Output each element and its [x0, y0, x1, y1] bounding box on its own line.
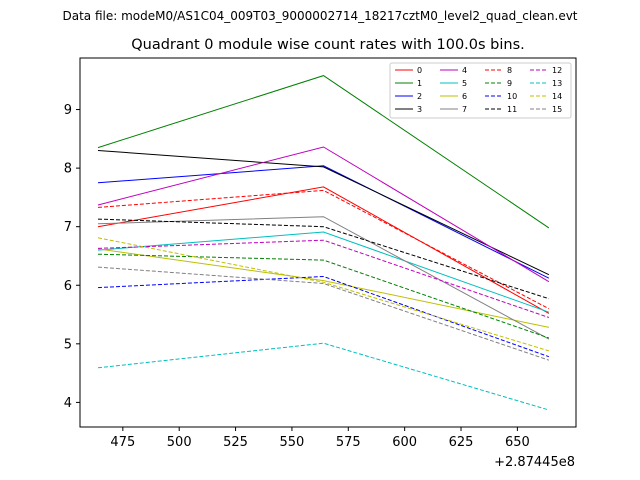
series-line-12 [97, 239, 550, 318]
x-tick-label: 475 [110, 435, 135, 450]
series-line-13 [97, 342, 550, 411]
legend-label-5: 5 [462, 79, 467, 88]
legend-label-9: 9 [507, 79, 512, 88]
series-line-9 [97, 253, 550, 339]
legend-label-10: 10 [507, 92, 517, 101]
legend-label-14: 14 [552, 92, 562, 101]
series-line-15 [97, 266, 550, 361]
legend-label-3: 3 [417, 105, 422, 114]
legend-label-1: 1 [417, 79, 422, 88]
series-line-2 [97, 165, 550, 279]
legend-label-8: 8 [507, 66, 512, 75]
x-tick-label: 500 [167, 435, 192, 450]
chart-title: Quadrant 0 module wise count rates with … [131, 37, 525, 53]
series-line-11 [97, 218, 550, 300]
y-tick-label: 7 [64, 220, 72, 235]
legend-label-12: 12 [552, 66, 562, 75]
x-tick-label: 575 [336, 435, 361, 450]
figure-suptitle: Data file: modeM0/AS1C04_009T03_90000027… [62, 9, 577, 23]
x-tick-label: 600 [392, 435, 417, 450]
y-tick-label: 9 [64, 103, 72, 118]
legend-label-7: 7 [462, 105, 467, 114]
axes-frame [79, 57, 577, 428]
series-line-10 [97, 275, 550, 358]
legend-label-13: 13 [552, 79, 562, 88]
x-axis-offset-label: +2.87445e8 [494, 455, 575, 470]
x-tick-label: 525 [223, 435, 248, 450]
y-tick-label: 5 [64, 337, 72, 352]
series-line-5 [97, 231, 550, 313]
series-line-1 [97, 75, 550, 229]
legend-label-2: 2 [417, 92, 422, 101]
series-line-14 [97, 237, 550, 352]
y-tick-label: 8 [64, 162, 72, 177]
tick-layer: 475 500 525 550 575 600 625 650 4 5 6 7 8 9 [64, 103, 530, 450]
y-tick-label: 4 [64, 396, 72, 411]
legend-label-11: 11 [507, 105, 517, 114]
x-tick-label: 550 [280, 435, 305, 450]
legend-label-15: 15 [552, 105, 562, 114]
x-tick-label: 650 [505, 435, 530, 450]
series-line-8 [97, 189, 550, 310]
legend-box [389, 62, 572, 119]
series-line-0 [97, 186, 550, 314]
y-tick-label: 6 [64, 279, 72, 294]
legend-label-6: 6 [462, 92, 467, 101]
x-tick-label: 625 [449, 435, 474, 450]
legend-label-4: 4 [462, 66, 467, 75]
series-line-4 [97, 146, 550, 283]
series-layer [97, 75, 550, 411]
legend-label-0: 0 [417, 66, 422, 75]
series-line-3 [97, 150, 550, 276]
